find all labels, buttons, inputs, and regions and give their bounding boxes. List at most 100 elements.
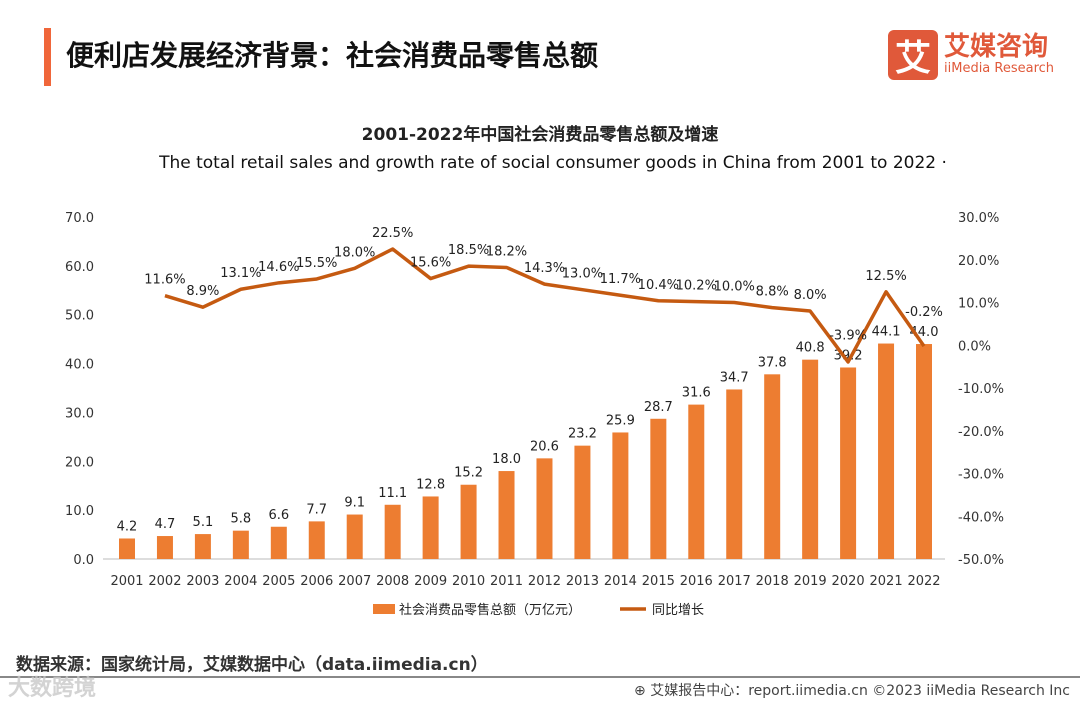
y-right-tick: 20.0% [958, 254, 999, 269]
y-right-tick: 30.0% [958, 211, 999, 226]
line-label: 8.8% [756, 285, 789, 300]
chart-subtitle: The total retail sales and growth rate o… [159, 153, 947, 173]
y-right-tick: -40.0% [958, 510, 1004, 525]
bar-label: 28.7 [644, 400, 673, 415]
y-left-tick: 40.0 [65, 358, 94, 373]
bar [878, 343, 895, 559]
bar [232, 530, 249, 559]
iimedia-logo: 艾 艾媒咨询 iiMedia Research [888, 30, 1054, 80]
x-tick: 2010 [452, 574, 485, 589]
line-label: 8.0% [794, 288, 827, 303]
bar-label: 6.6 [268, 508, 289, 523]
x-tick: 2003 [186, 574, 219, 589]
y-right-tick: 10.0% [958, 297, 999, 312]
footer-divider [0, 676, 1080, 678]
line-label: 8.9% [186, 284, 219, 299]
bar-label: 37.8 [758, 355, 787, 370]
y-left-tick: 70.0 [65, 211, 94, 226]
y-left-tick: 60.0 [65, 260, 94, 275]
bar [764, 374, 781, 559]
legend-bar-swatch [373, 604, 395, 614]
y-left-tick: 10.0 [65, 504, 94, 519]
bar-label: 4.2 [117, 519, 138, 534]
line-label: 14.6% [258, 260, 299, 275]
x-tick: 2013 [566, 574, 599, 589]
bar-label: 11.1 [378, 486, 407, 501]
line-label: 11.6% [144, 273, 185, 288]
logo-cn: 艾媒咨询 [944, 32, 1049, 62]
x-tick: 2019 [794, 574, 827, 589]
line-label: 18.2% [486, 244, 527, 259]
bar-label: 23.2 [568, 427, 597, 442]
title-accent-bar [44, 28, 51, 86]
y-right-tick: -20.0% [958, 425, 1004, 440]
y-right-tick: -50.0% [958, 553, 1004, 568]
line-label: 22.5% [372, 226, 413, 241]
bar-label: 4.7 [155, 517, 176, 532]
line-label: 12.5% [865, 269, 906, 284]
bar-label: 9.1 [344, 496, 365, 511]
bar [156, 536, 173, 559]
bar [270, 526, 287, 559]
x-tick: 2022 [907, 574, 940, 589]
x-tick: 2008 [376, 574, 409, 589]
bar-label: 5.8 [231, 512, 252, 527]
y-left-tick: 20.0 [65, 455, 94, 470]
bar [840, 367, 857, 559]
x-tick: 2009 [414, 574, 447, 589]
line-label: -3.9% [829, 328, 867, 343]
bar-label: 34.7 [720, 370, 749, 385]
line-label: 10.2% [676, 279, 717, 294]
footer-credit: ⊕ 艾媒报告中心：report.iimedia.cn ©2023 iiMedia… [634, 683, 1070, 699]
bar-label: 12.8 [416, 477, 445, 492]
line-label: 15.5% [296, 256, 337, 271]
bar [308, 521, 325, 559]
logo-icon: 艾 [888, 30, 938, 80]
bar [688, 404, 705, 559]
y-right-tick: -30.0% [958, 468, 1004, 483]
bar [384, 504, 401, 559]
watermark: 大数跨境 [8, 676, 97, 701]
x-tick: 2002 [148, 574, 181, 589]
line-label: 10.0% [714, 280, 755, 295]
x-tick: 2016 [680, 574, 713, 589]
y-right-tick: -10.0% [958, 382, 1004, 397]
x-tick: 2006 [300, 574, 333, 589]
bar-label: 25.9 [606, 413, 635, 428]
bar-label: 20.6 [530, 439, 559, 454]
line-label: 11.7% [600, 272, 641, 287]
line-label: 18.0% [334, 245, 375, 260]
growth-line [164, 247, 926, 364]
legend-bar-label: 社会消费品零售总额（万亿元） [399, 602, 581, 618]
line-label: 10.4% [638, 278, 679, 293]
bar [346, 514, 363, 559]
bar-label: 40.8 [796, 341, 825, 356]
x-tick: 2018 [756, 574, 789, 589]
chart-title: 2001-2022年中国社会消费品零售总额及增速 [361, 125, 719, 145]
bar [460, 484, 477, 559]
line-label: 14.3% [524, 261, 565, 276]
y-left-tick: 30.0 [65, 406, 94, 421]
bar-label: 15.2 [454, 466, 483, 481]
bar [916, 344, 932, 559]
x-tick: 2012 [528, 574, 561, 589]
line-label: -0.2% [905, 305, 943, 320]
bar-label: 44.1 [872, 325, 901, 340]
line-label: 18.5% [448, 243, 489, 258]
x-tick: 2020 [832, 574, 865, 589]
y-left-tick: 50.0 [65, 309, 94, 324]
bar [194, 534, 211, 559]
bar [612, 432, 629, 559]
bar [498, 471, 515, 559]
bar [726, 389, 743, 559]
data-source: 数据来源：国家统计局，艾媒数据中心（data.iimedia.cn） [16, 655, 488, 675]
x-tick: 2021 [870, 574, 903, 589]
bar [422, 496, 439, 559]
x-tick: 2007 [338, 574, 371, 589]
bar [119, 538, 135, 559]
bar-label: 5.1 [193, 515, 214, 530]
bar [536, 458, 553, 559]
x-tick: 2015 [642, 574, 675, 589]
line-label: 15.6% [410, 256, 451, 271]
